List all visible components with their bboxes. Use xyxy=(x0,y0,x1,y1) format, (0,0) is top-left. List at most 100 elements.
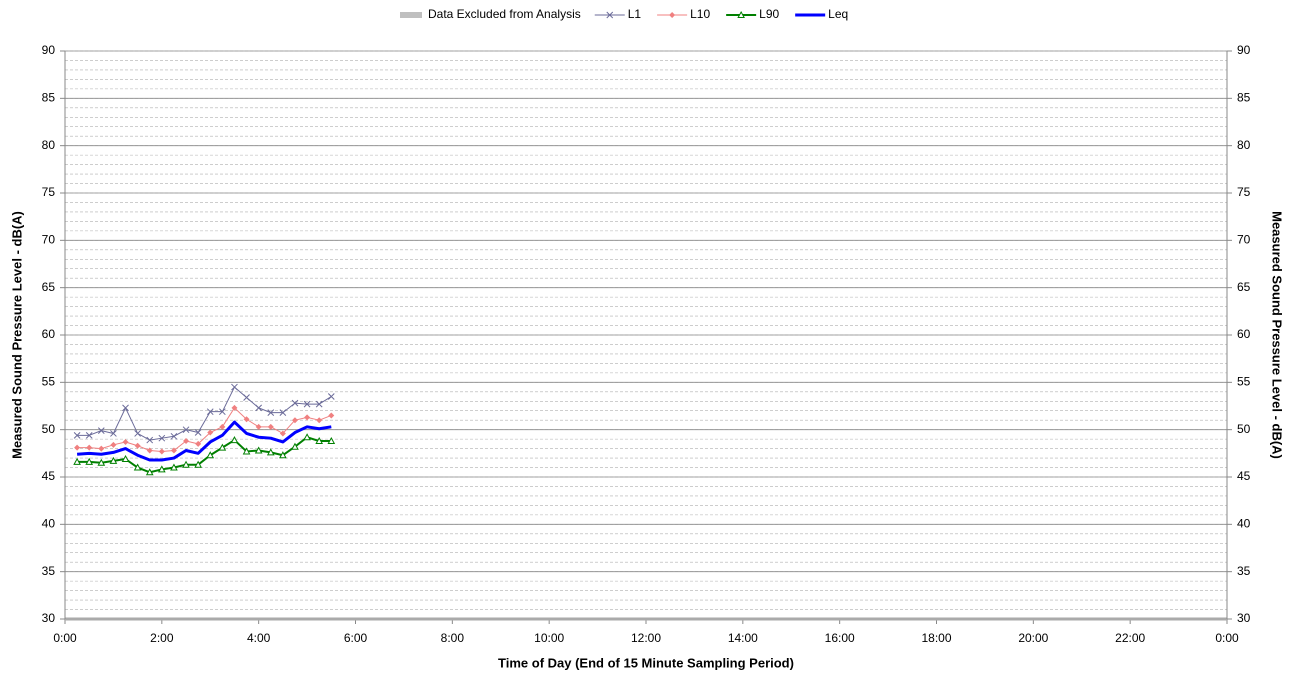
marker xyxy=(110,441,117,448)
marker xyxy=(158,448,165,455)
series-line xyxy=(77,386,332,441)
y2-tick-label: 40 xyxy=(1237,517,1251,531)
y-tick-label: 35 xyxy=(42,564,56,578)
marker xyxy=(243,394,250,401)
marker xyxy=(146,447,153,454)
y2-tick-label: 85 xyxy=(1237,91,1251,105)
marker xyxy=(158,434,166,442)
y-tick-label: 90 xyxy=(42,43,56,57)
legend-label: L10 xyxy=(690,7,710,21)
y-tick-label: 70 xyxy=(42,233,56,247)
marker xyxy=(279,451,287,459)
marker xyxy=(207,429,214,436)
y-tick-label: 85 xyxy=(42,91,56,105)
marker xyxy=(291,442,299,450)
marker xyxy=(267,409,275,416)
marker xyxy=(303,400,311,408)
marker xyxy=(134,442,141,449)
y2-tick-label: 45 xyxy=(1237,469,1251,483)
marker xyxy=(122,438,129,445)
marker xyxy=(133,463,142,471)
y2-tick-label: 75 xyxy=(1237,185,1251,199)
marker xyxy=(146,436,154,444)
marker xyxy=(182,460,190,468)
y-tick-label: 75 xyxy=(42,185,56,199)
x-axis-title: Time of Day (End of 15 Minute Sampling P… xyxy=(498,655,794,670)
marker xyxy=(98,445,105,452)
x-tick-label: 4:00 xyxy=(247,631,271,645)
x-tick-label: 20:00 xyxy=(1018,631,1048,645)
y-tick-label: 65 xyxy=(42,280,56,294)
marker xyxy=(170,447,177,454)
marker xyxy=(145,468,154,476)
marker xyxy=(291,417,298,424)
y-tick-label: 60 xyxy=(42,327,56,341)
x-tick-label: 16:00 xyxy=(825,631,855,645)
y2-tick-label: 65 xyxy=(1237,280,1251,294)
y2-tick-label: 90 xyxy=(1237,43,1251,57)
marker xyxy=(85,457,94,465)
marker xyxy=(97,458,106,466)
marker xyxy=(255,404,263,412)
legend-marker xyxy=(606,11,614,19)
x-tick-label: 0:00 xyxy=(1215,631,1239,645)
series-line xyxy=(77,407,332,452)
marker xyxy=(73,457,81,465)
marker xyxy=(267,423,274,430)
legend-marker xyxy=(737,10,745,18)
marker xyxy=(194,429,202,436)
legend-label: Leq xyxy=(828,7,848,21)
y2-axis-title: Measured Sound Pressure Level - dB(A) xyxy=(1270,211,1285,459)
y2-tick-label: 35 xyxy=(1237,564,1251,578)
marker xyxy=(279,430,286,437)
y-axis-title: Measured Sound Pressure Level - dB(A) xyxy=(9,211,24,459)
marker xyxy=(316,417,323,424)
legend-label: L90 xyxy=(759,7,779,21)
marker xyxy=(122,404,129,412)
marker xyxy=(97,427,105,434)
y2-tick-label: 70 xyxy=(1237,233,1251,247)
marker xyxy=(182,426,190,434)
x-tick-label: 18:00 xyxy=(921,631,951,645)
marker xyxy=(206,408,214,416)
marker xyxy=(85,431,93,439)
marker xyxy=(219,423,226,430)
series-line xyxy=(76,420,332,462)
x-tick-label: 22:00 xyxy=(1115,631,1145,645)
marker xyxy=(327,393,335,400)
marker xyxy=(134,430,141,437)
marker xyxy=(303,433,311,441)
x-tick-label: 10:00 xyxy=(534,631,564,645)
marker xyxy=(73,431,81,439)
x-tick-label: 2:00 xyxy=(150,631,174,645)
marker xyxy=(328,412,335,419)
marker xyxy=(219,408,226,416)
y-tick-label: 45 xyxy=(42,469,56,483)
marker xyxy=(195,440,202,447)
x-tick-label: 6:00 xyxy=(344,631,368,645)
x-tick-label: 14:00 xyxy=(728,631,758,645)
marker xyxy=(279,409,287,416)
marker xyxy=(86,444,93,451)
marker xyxy=(74,444,81,451)
y-tick-label: 80 xyxy=(42,138,56,152)
y2-tick-label: 30 xyxy=(1237,611,1251,625)
y2-tick-label: 50 xyxy=(1237,422,1251,436)
x-tick-label: 0:00 xyxy=(53,631,77,645)
marker xyxy=(243,416,250,423)
marker xyxy=(230,436,239,444)
marker xyxy=(266,448,275,456)
y-tick-label: 55 xyxy=(42,375,56,389)
y-tick-label: 30 xyxy=(42,611,56,625)
marker xyxy=(206,451,215,459)
marker xyxy=(255,423,262,430)
marker xyxy=(109,456,118,464)
marker xyxy=(291,399,299,407)
marker xyxy=(315,400,323,408)
marker xyxy=(218,443,227,451)
series-line xyxy=(77,436,332,474)
marker xyxy=(315,436,324,445)
marker xyxy=(170,463,178,471)
marker xyxy=(194,460,202,468)
